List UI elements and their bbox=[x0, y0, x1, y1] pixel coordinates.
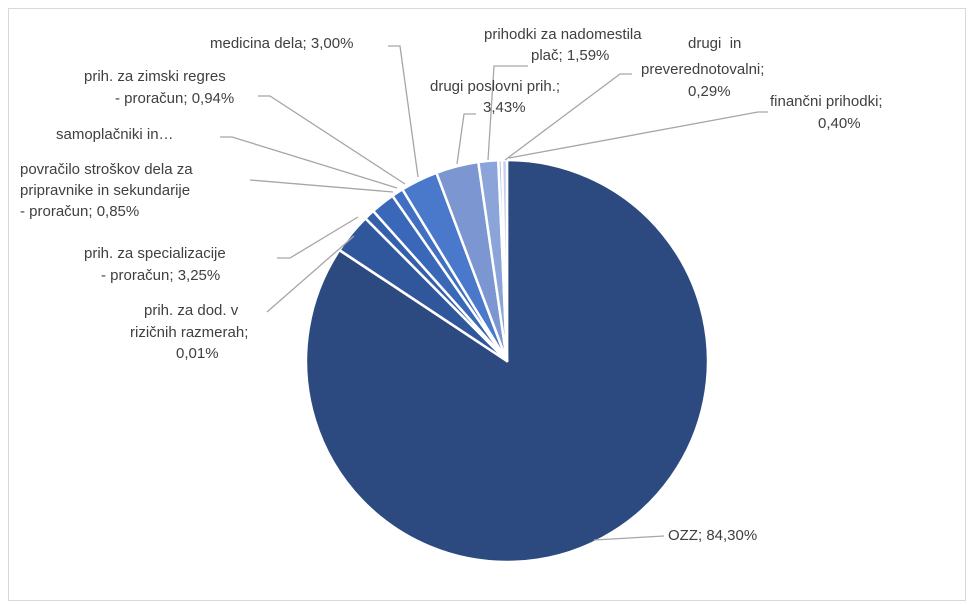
data-label: 0,01% bbox=[176, 345, 219, 362]
pie-slice bbox=[304, 158, 710, 564]
data-label: drugi poslovni prih.; bbox=[430, 78, 560, 95]
data-label: finančni prihodki; bbox=[770, 93, 883, 110]
leader-line bbox=[593, 535, 665, 541]
data-label: samoplačniki in… bbox=[56, 126, 174, 143]
leader-line bbox=[249, 179, 394, 193]
data-label: - proračun; 0,94% bbox=[115, 90, 234, 107]
leader-line bbox=[266, 235, 355, 313]
leader-line bbox=[277, 216, 359, 259]
data-label: prih. za dod. v bbox=[144, 302, 239, 319]
data-label: 0,29% bbox=[688, 83, 731, 100]
data-label: plač; 1,59% bbox=[531, 47, 609, 64]
leader-line bbox=[456, 113, 476, 165]
data-label: 3,43% bbox=[483, 99, 526, 116]
data-label: - proračun; 0,85% bbox=[20, 203, 139, 220]
data-label: 0,40% bbox=[818, 115, 861, 132]
data-label: medicina dela; 3,00% bbox=[210, 35, 353, 52]
leader-line bbox=[487, 65, 528, 161]
data-label: rizičnih razmerah; bbox=[130, 324, 248, 341]
data-label: preverednotovalni; bbox=[641, 61, 764, 78]
data-label: drugi in bbox=[688, 35, 741, 52]
pie-slice bbox=[500, 158, 509, 363]
data-label: prih. za zimski regres bbox=[84, 68, 226, 85]
leader-line bbox=[258, 95, 406, 185]
data-label: - proračun; 3,25% bbox=[101, 267, 220, 284]
data-label: prih. za specializacije bbox=[84, 245, 226, 262]
leader-line bbox=[220, 136, 398, 189]
leader-line bbox=[508, 111, 768, 159]
leader-line bbox=[388, 45, 419, 178]
data-label: OZZ; 84,30% bbox=[668, 527, 757, 544]
data-label: povračilo stroškov dela za bbox=[20, 161, 193, 178]
data-label: pripravnike in sekundarije bbox=[20, 182, 190, 199]
leader-line bbox=[504, 73, 632, 161]
data-label: prihodki za nadomestila bbox=[484, 26, 642, 43]
